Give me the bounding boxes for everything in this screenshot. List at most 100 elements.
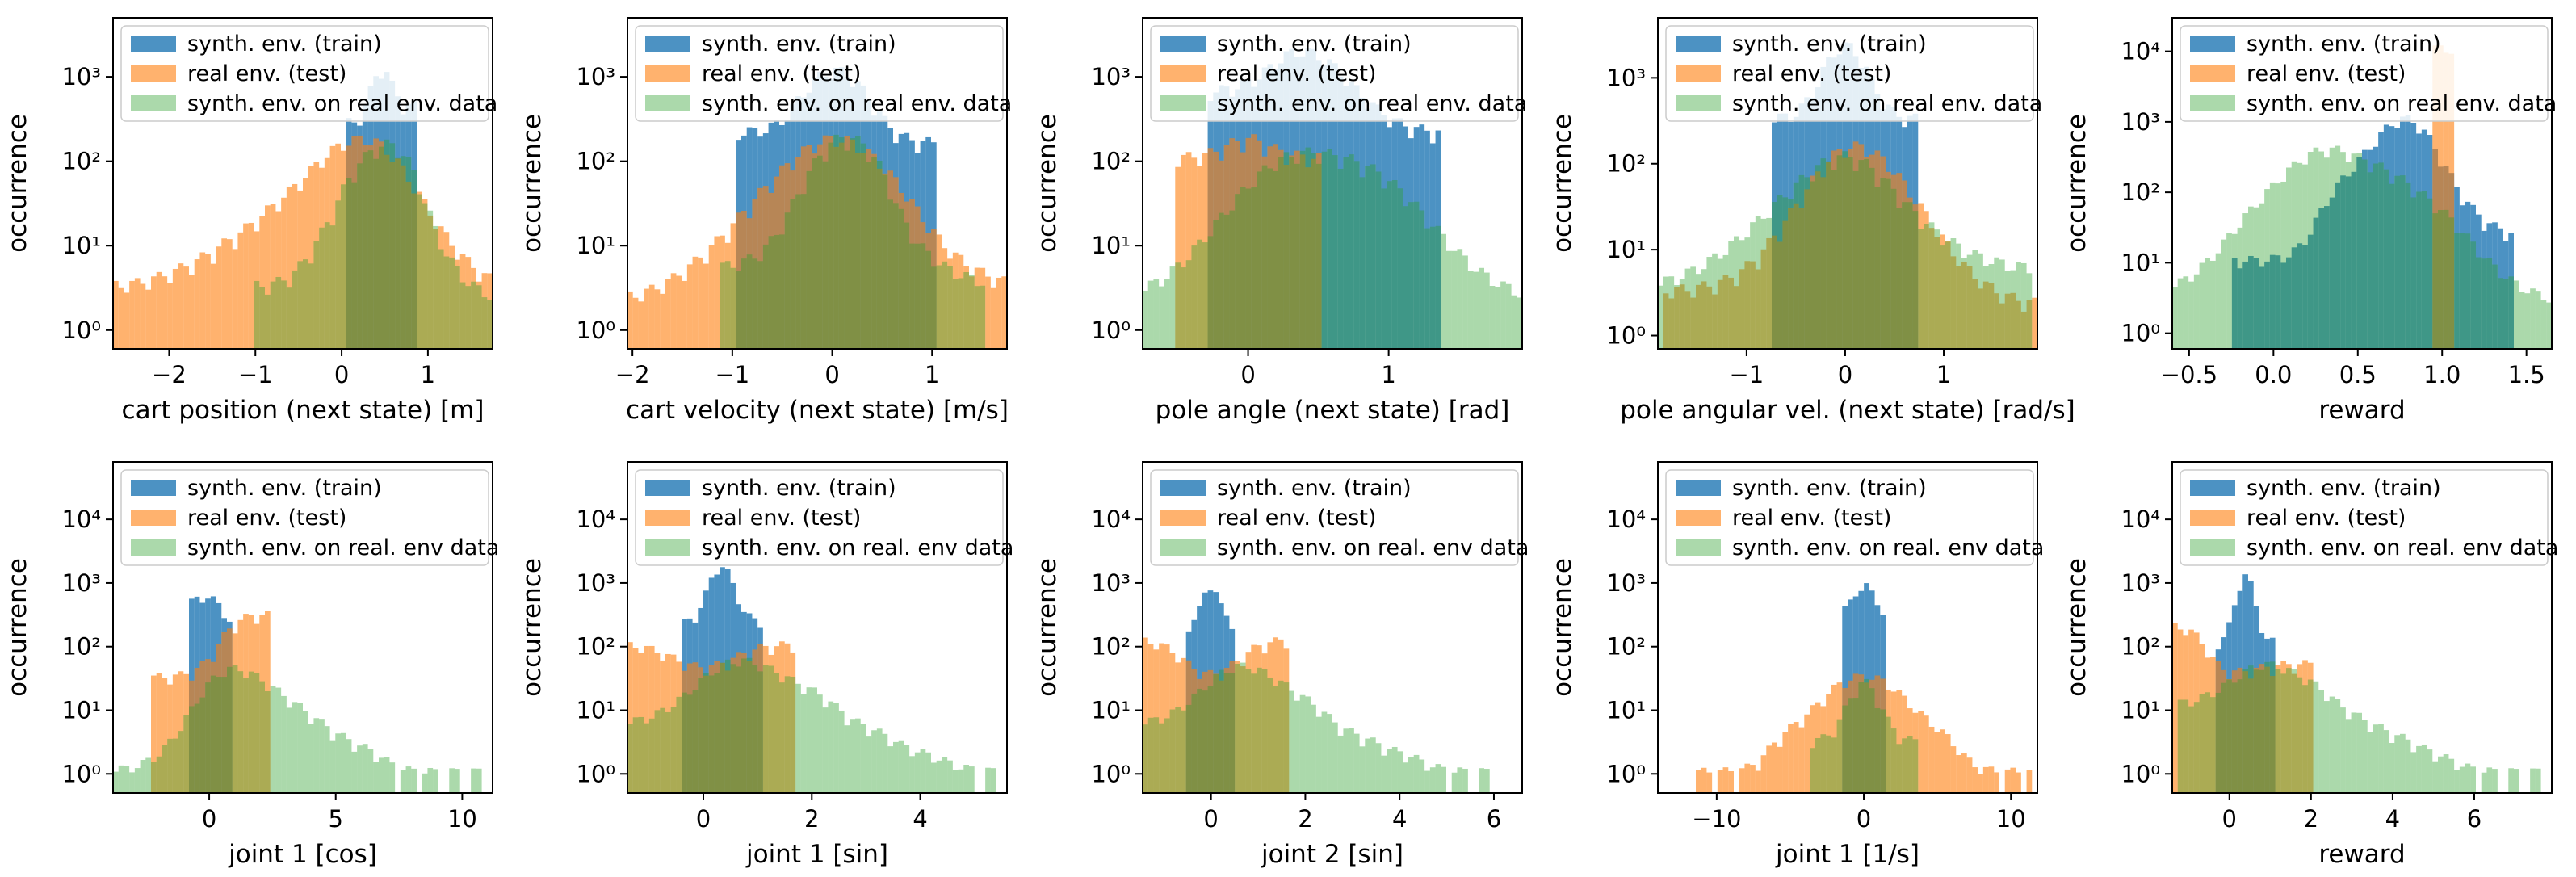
hist-bar <box>1424 228 1430 349</box>
hist-bar <box>1261 669 1268 793</box>
x-tick-label: 10 <box>1996 805 2026 833</box>
hist-bar <box>2459 233 2465 349</box>
panel-bars <box>113 596 482 793</box>
hist-bar <box>357 163 363 349</box>
hist-bar <box>1299 694 1306 793</box>
hist-bar <box>2172 623 2178 793</box>
hist-bar <box>844 725 850 793</box>
hist-bar <box>389 143 396 349</box>
hist-bar <box>638 653 644 793</box>
hist-bar <box>1197 688 1202 793</box>
hist-bar <box>1994 257 1999 349</box>
panel-bars <box>1143 48 1522 349</box>
hist-bar <box>2324 157 2330 349</box>
hist-bar <box>1798 174 1805 349</box>
y-tick-label: 10¹ <box>61 697 101 724</box>
hist-bar <box>237 619 244 793</box>
hist-bar <box>2215 661 2221 793</box>
hist-bar <box>752 258 758 349</box>
y-axis-label: occurrence <box>2062 114 2091 253</box>
hist-bar <box>1273 170 1278 349</box>
hist-bar <box>1739 269 1745 349</box>
legend-swatch <box>645 65 690 82</box>
hist-bar <box>362 744 368 793</box>
hist-bar <box>1240 152 1246 349</box>
hist-bar <box>1684 291 1691 349</box>
hist-bar <box>2297 162 2303 349</box>
hist-bar <box>1826 735 1831 793</box>
hist-bar <box>1289 157 1294 349</box>
hist-bar <box>963 272 969 349</box>
hist-bar <box>2383 730 2389 793</box>
hist-bar <box>698 667 703 793</box>
hist-bar <box>1852 673 1859 793</box>
x-tick-label: 1 <box>925 361 939 388</box>
hist-bar <box>1185 660 1192 793</box>
y-tick-label: 10³ <box>1091 63 1131 90</box>
hist-bar <box>686 694 693 793</box>
x-tick-label: 0 <box>2222 805 2237 833</box>
legend-swatch <box>131 480 176 496</box>
hist-bar <box>1240 666 1246 793</box>
hist-bar <box>1902 202 1907 349</box>
hist-bar <box>183 673 189 793</box>
hist-bar <box>118 765 124 793</box>
hist-bar <box>1810 181 1815 349</box>
panel-4: −1 0 1 10⁰ 10¹ 10² 10³ pole angular vel. (next … <box>1548 17 2075 425</box>
hist-bar <box>1143 290 1148 349</box>
hist-bar <box>2307 679 2314 793</box>
hist-bar <box>1961 753 1967 793</box>
hist-bar <box>1315 153 1322 349</box>
hist-bar <box>1988 283 1995 349</box>
hist-bar <box>790 676 796 793</box>
hist-bar <box>2432 213 2438 349</box>
hist-bar <box>746 657 753 793</box>
hist-bar <box>1315 716 1322 793</box>
hist-bar <box>427 767 434 793</box>
hist-bar <box>2329 696 2335 793</box>
hist-bar <box>795 683 801 793</box>
hist-bar <box>1261 156 1268 349</box>
hist-bar <box>1706 257 1713 349</box>
legend-box <box>2180 469 2549 566</box>
hist-bar <box>1852 170 1859 349</box>
hist-bar <box>2226 233 2232 349</box>
hist-bar <box>237 232 244 349</box>
hist-bar <box>455 259 460 349</box>
hist-bar <box>351 136 358 349</box>
hist-bar <box>2193 632 2200 793</box>
hist-bar <box>1902 738 1907 793</box>
hist-bar <box>1706 286 1713 349</box>
hist-bar <box>341 184 346 349</box>
x-tick-label: −10 <box>1692 805 1741 833</box>
hist-bar <box>2248 665 2254 793</box>
panel-bars <box>1658 42 2037 349</box>
hist-bar <box>2318 208 2324 349</box>
y-tick-label: 10⁰ <box>1606 322 1646 350</box>
hist-bar <box>1994 293 1999 349</box>
hist-bar <box>1924 211 1929 349</box>
hist-bar <box>2010 292 2016 349</box>
hist-bar <box>1353 85 1360 349</box>
hist-bar <box>346 178 352 349</box>
hist-bar <box>1880 678 1886 793</box>
y-tick-label: 10⁰ <box>576 760 615 787</box>
hist-bar <box>1257 140 1262 349</box>
hist-bar <box>2400 175 2406 349</box>
hist-bar <box>151 675 157 793</box>
hist-bar <box>898 208 904 349</box>
hist-bar <box>1831 684 1837 793</box>
hist-bar <box>443 232 450 349</box>
hist-bar <box>259 287 265 349</box>
hist-bar <box>2253 667 2259 793</box>
hist-bar <box>2454 233 2460 349</box>
hist-bar <box>2508 768 2514 793</box>
panel-bars <box>1143 590 1490 793</box>
hist-bar <box>1831 170 1837 349</box>
hist-bar <box>2297 664 2303 793</box>
hist-bar <box>1945 241 1951 349</box>
hist-bar <box>2383 124 2389 349</box>
hist-bar <box>714 673 720 793</box>
hist-bar <box>1159 643 1164 793</box>
hist-bar <box>319 719 325 793</box>
